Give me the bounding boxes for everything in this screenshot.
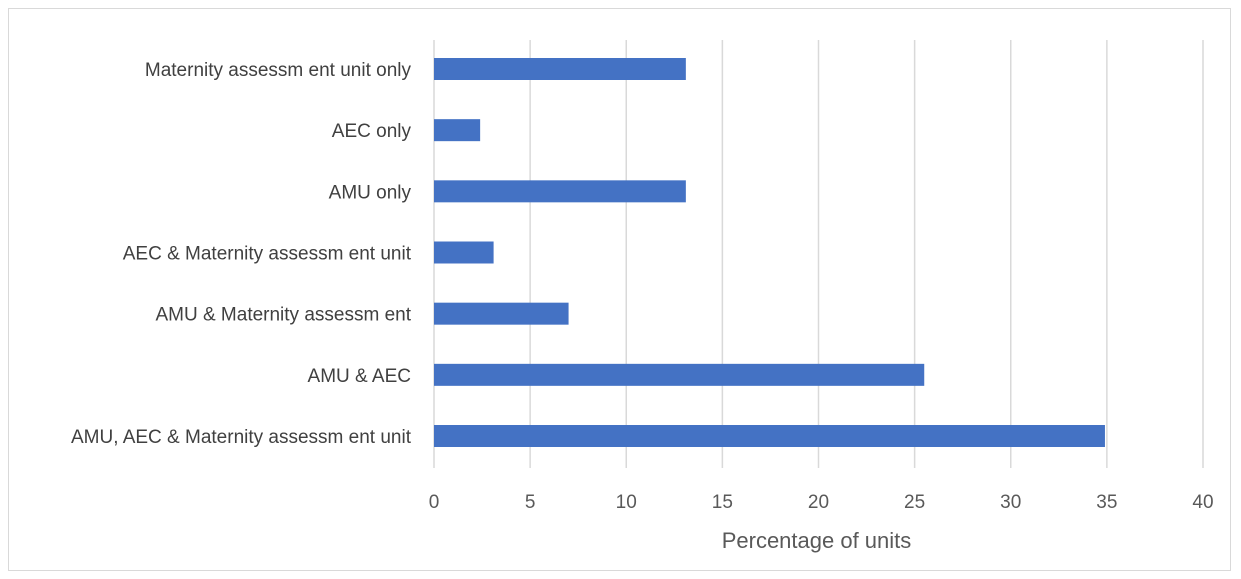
bar [434, 241, 494, 264]
chart-frame [8, 8, 1231, 571]
category-label: AMU & AEC [308, 366, 411, 387]
category-label: AMU only [329, 182, 412, 203]
bar [434, 58, 686, 80]
grid-lines [433, 40, 1204, 468]
x-tick-label: 20 [808, 492, 829, 513]
bar [434, 425, 1105, 447]
x-tick-label: 30 [1000, 492, 1021, 513]
bar [434, 119, 481, 142]
category-label: Maternity assessm ent unit only [145, 60, 412, 81]
x-axis-title: Percentage of units [722, 528, 912, 553]
bar [434, 302, 569, 325]
category-label: AEC & Maternity assessm ent unit [123, 244, 412, 265]
bar [434, 363, 925, 386]
x-tick-label: 5 [525, 492, 536, 513]
x-tick-label: 0 [429, 492, 440, 513]
category-labels: Maternity assessm ent unit only AEC only A… [71, 60, 412, 448]
x-tick-label: 25 [904, 492, 925, 513]
category-label: AEC only [332, 121, 412, 142]
x-tick-labels: 0 5 10 15 20 25 30 35 40 [429, 492, 1214, 513]
category-label: AMU, AEC & Maternity assessm ent unit [71, 427, 412, 448]
bars [434, 58, 1105, 447]
x-tick-label: 35 [1096, 492, 1117, 513]
category-label: AMU & Maternity assessm ent [155, 305, 411, 326]
bar [434, 180, 686, 203]
x-tick-label: 10 [616, 492, 637, 513]
x-tick-label: 40 [1192, 492, 1213, 513]
x-tick-label: 15 [712, 492, 733, 513]
